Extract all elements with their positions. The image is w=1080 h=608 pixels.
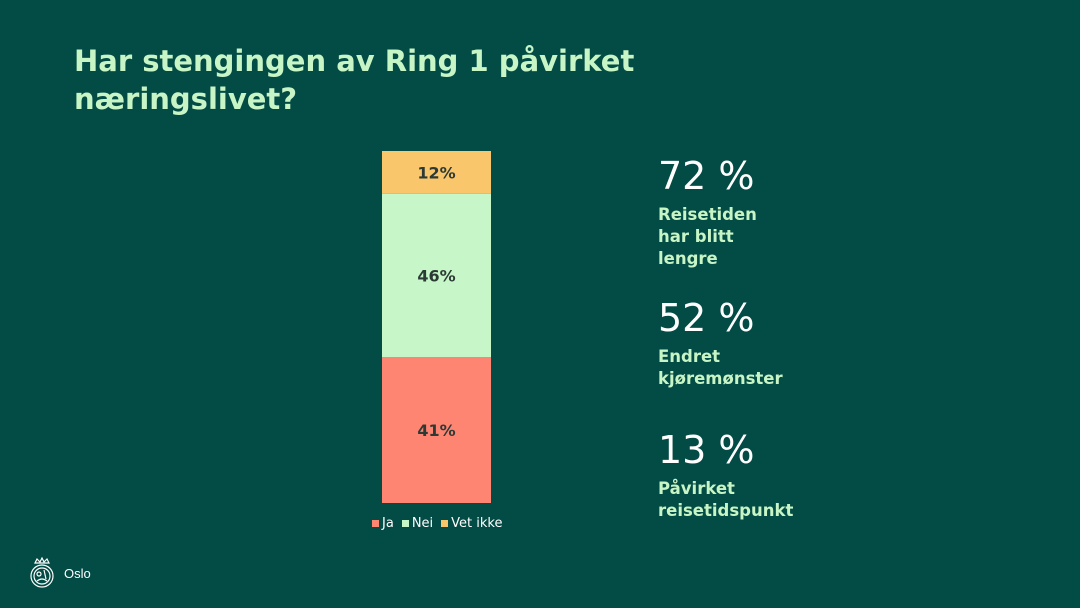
- stat-label-line: har blitt: [658, 227, 734, 246]
- legend-label-ja: Ja: [382, 516, 394, 531]
- stat-label-kjoremonster: Endret kjøremønster: [658, 346, 783, 390]
- stat-label-line: kjøremønster: [658, 369, 783, 388]
- legend-item-vet-ikke: Vet ikke: [441, 516, 502, 531]
- stat-label-reisetid: Reisetiden har blitt lengre: [658, 204, 757, 270]
- bar-segment-vet-ikke: [382, 151, 491, 194]
- stat-label-reisetidspunkt: Påvirket reisetidspunkt: [658, 478, 793, 522]
- stat-label-line: Påvirket: [658, 479, 735, 498]
- oslo-seal-icon: [30, 557, 54, 588]
- stat-value-kjoremonster: 52 %: [658, 296, 755, 340]
- stat-kjoremonster: 52 % Endret kjøremønster: [658, 296, 783, 390]
- oslo-logo: Oslo: [28, 557, 91, 589]
- stat-value-reisetidspunkt: 13 %: [658, 428, 755, 472]
- data-label-ja: 41%: [417, 421, 455, 440]
- stat-reisetidspunkt: 13 % Påvirket reisetidspunkt: [658, 428, 793, 522]
- legend-item-ja: Ja: [372, 516, 394, 531]
- legend-label-vet-ikke: Vet ikke: [451, 516, 503, 531]
- stat-label-line: Endret: [658, 347, 721, 366]
- stat-reisetid: 72 % Reisetiden har blitt lengre: [658, 154, 757, 270]
- stacked-bar-chart: 41% 46% 12%: [382, 151, 491, 503]
- legend-label-nei: Nei: [411, 516, 434, 531]
- stat-label-line: reisetidspunkt: [658, 501, 794, 520]
- stat-label-line: lengre: [658, 249, 718, 268]
- page-title: Har stengingen av Ring 1 påvirket næring…: [74, 44, 635, 116]
- legend-swatch-nei: [401, 520, 409, 527]
- legend-swatch-ja: [372, 520, 379, 527]
- stat-value-reisetid: 72 %: [658, 154, 755, 198]
- data-label-nei: 46%: [417, 266, 455, 285]
- data-label-vet-ikke: 12%: [417, 163, 455, 182]
- bar-segment-ja: [382, 357, 491, 503]
- stat-label-line: Reisetiden: [658, 205, 757, 224]
- legend-item-nei: Nei: [401, 516, 434, 531]
- legend-swatch-vet-ikke: [441, 520, 449, 527]
- logo-text: Oslo: [64, 565, 91, 581]
- chart-legend: Ja Nei Vet ikke: [372, 516, 502, 531]
- bar-segment-nei: [382, 193, 491, 358]
